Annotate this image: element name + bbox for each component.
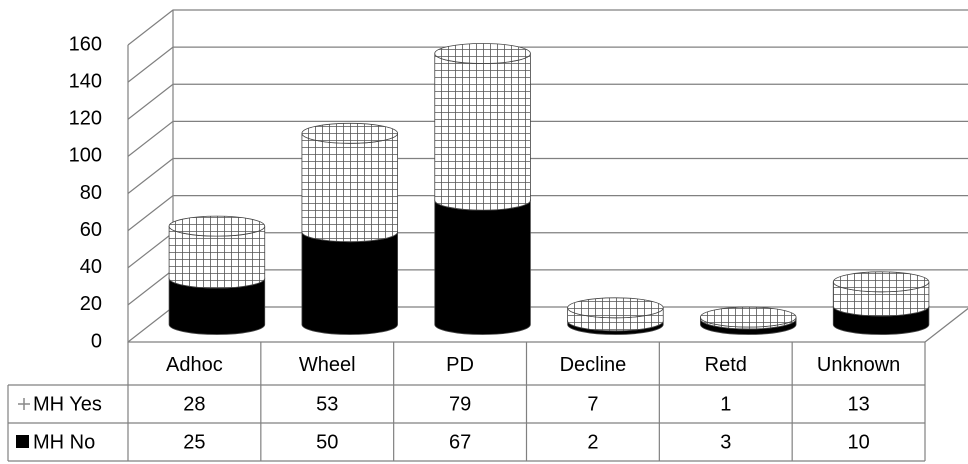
cylinder-segment <box>301 231 398 335</box>
x-tick-label: Decline <box>560 354 627 376</box>
y-tick-label: 100 <box>69 145 102 167</box>
table-value: 28 <box>183 393 205 415</box>
y-tick-label: 40 <box>80 256 102 278</box>
legend-label: MH Yes <box>33 393 102 415</box>
table-value: 2 <box>587 431 598 453</box>
table-value: 25 <box>183 431 205 453</box>
cylinder-segment <box>434 53 531 211</box>
cylinder-top <box>700 306 797 328</box>
table-value: 10 <box>847 431 869 453</box>
cylinder-top <box>434 43 531 64</box>
y-tick-label: 0 <box>91 330 102 352</box>
y-tick-label: 60 <box>80 219 102 241</box>
cylinder-top <box>832 271 930 293</box>
grid-line <box>127 195 968 232</box>
legend-label: MH No <box>33 431 95 453</box>
data-table: Adhoc2825Wheel5350PD7967Decline72Retd13U… <box>7 342 926 462</box>
grid-line <box>127 83 968 120</box>
table-value: 67 <box>449 431 471 453</box>
table-value: 7 <box>587 393 598 415</box>
y-tick-label: 140 <box>69 70 102 92</box>
x-tick-label: PD <box>446 354 474 376</box>
cylinder-top <box>567 297 664 319</box>
bars <box>168 43 930 335</box>
grid-line <box>127 46 968 83</box>
grid-line <box>127 157 968 194</box>
legend-icon <box>16 435 29 448</box>
cylinder-segment <box>301 133 398 243</box>
y-tick-label: 80 <box>80 182 102 204</box>
x-tick-label: Adhoc <box>166 354 223 376</box>
table-value: 3 <box>720 431 731 453</box>
cylinder-top <box>301 122 398 144</box>
table-value: 79 <box>449 393 471 415</box>
table-value: 13 <box>847 393 869 415</box>
y-tick-label: 160 <box>69 33 102 55</box>
grid-line <box>127 9 968 46</box>
wall: 0 20 40 60 80 100 120 140 160 <box>69 9 968 352</box>
cylinder-segment <box>434 200 531 335</box>
table-value: 50 <box>316 431 338 453</box>
cylinder-top <box>168 215 266 237</box>
grid-line <box>127 120 968 157</box>
x-tick-label: Wheel <box>299 354 356 376</box>
y-tick-label: 20 <box>80 293 102 315</box>
y-tick-label: 120 <box>69 108 102 130</box>
x-tick-label: Unknown <box>817 354 900 376</box>
table-value: 53 <box>316 393 338 415</box>
x-tick-label: Retd <box>705 354 747 376</box>
table-value: 1 <box>720 393 731 415</box>
